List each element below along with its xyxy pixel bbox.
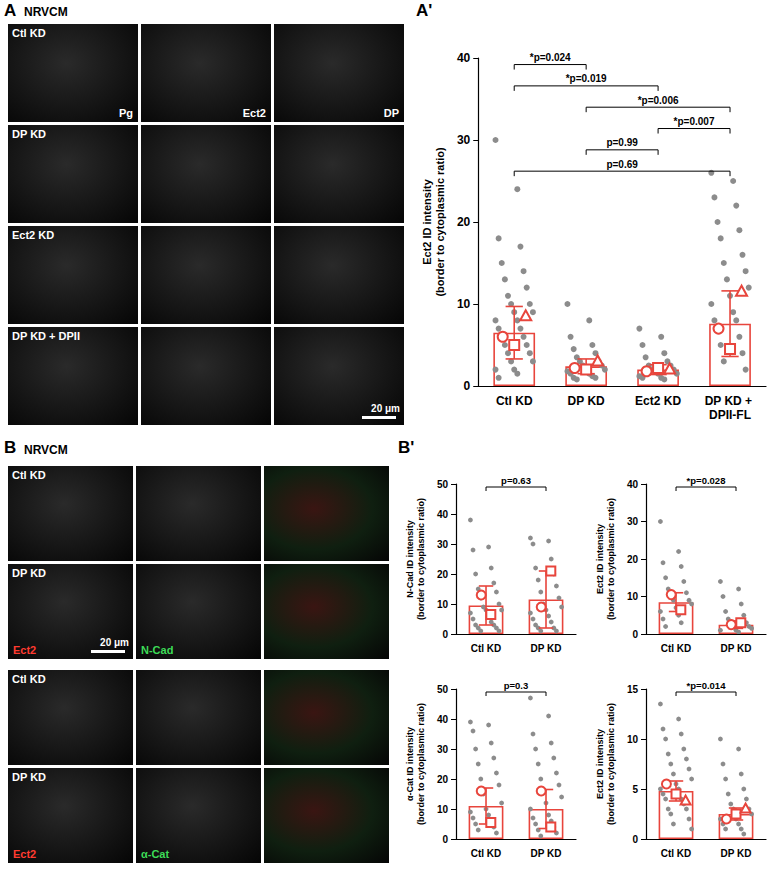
svg-text:*p=0.014: *p=0.014 bbox=[687, 680, 727, 691]
svg-text:5: 5 bbox=[632, 784, 638, 795]
svg-text:p=0.3: p=0.3 bbox=[504, 680, 529, 691]
svg-text:DP KD: DP KD bbox=[531, 643, 562, 654]
svg-text:*p=0.019: *p=0.019 bbox=[566, 73, 607, 84]
svg-text:Ect2 ID intensity: Ect2 ID intensity bbox=[421, 178, 433, 264]
svg-text:10: 10 bbox=[457, 297, 471, 311]
svg-text:(border to cytoplasmic ratio): (border to cytoplasmic ratio) bbox=[416, 498, 426, 620]
html-text:NRVCM: NRVCM bbox=[24, 443, 68, 457]
svg-text:*p=0.006: *p=0.006 bbox=[638, 95, 679, 106]
svg-text:30: 30 bbox=[437, 539, 449, 550]
svg-text:0: 0 bbox=[442, 834, 448, 845]
svg-text:Ctl KD: Ctl KD bbox=[496, 394, 533, 408]
html-text:Ect2 KD: Ect2 KD bbox=[12, 229, 55, 241]
html-text:N-Cad: N-Cad bbox=[141, 644, 174, 656]
svg-text:p=0.69: p=0.69 bbox=[606, 159, 638, 170]
svg-text:Ctl KD: Ctl KD bbox=[471, 643, 502, 654]
svg-text:(border to cytoplasmic ratio): (border to cytoplasmic ratio) bbox=[416, 703, 426, 825]
html-text:B: B bbox=[4, 438, 17, 457]
html-text:DP: DP bbox=[383, 107, 399, 119]
svg-text:15: 15 bbox=[627, 684, 639, 695]
svg-text:Ect2 ID intensity: Ect2 ID intensity bbox=[595, 524, 605, 594]
html-text:Ctl KD: Ctl KD bbox=[12, 469, 46, 481]
html-text:DP KD: DP KD bbox=[12, 128, 46, 140]
svg-text:N-Cad ID intensity: N-Cad ID intensity bbox=[405, 520, 415, 598]
svg-text:20: 20 bbox=[457, 215, 471, 229]
svg-text:*p=0.028: *p=0.028 bbox=[687, 475, 726, 486]
svg-text:40: 40 bbox=[437, 509, 449, 520]
svg-text:Ctl KD: Ctl KD bbox=[471, 848, 502, 859]
svg-text:Ect2 KD: Ect2 KD bbox=[635, 394, 681, 408]
html-text:DP KD: DP KD bbox=[12, 567, 46, 579]
html-text:Ctl KD: Ctl KD bbox=[12, 27, 46, 39]
svg-text:*p=0.007: *p=0.007 bbox=[674, 116, 715, 127]
svg-text:DP KD: DP KD bbox=[568, 394, 605, 408]
svg-text:40: 40 bbox=[457, 51, 471, 65]
svg-text:DP KD: DP KD bbox=[721, 848, 752, 859]
html-text:NRVCM: NRVCM bbox=[24, 5, 68, 19]
svg-text:Ect2 ID intensity: Ect2 ID intensity bbox=[595, 729, 605, 799]
html-text:B': B' bbox=[398, 438, 415, 457]
html-text:Pg: Pg bbox=[118, 107, 133, 119]
svg-text:30: 30 bbox=[437, 744, 449, 755]
svg-text:DPII-FL: DPII-FL bbox=[709, 408, 751, 422]
svg-text:40: 40 bbox=[627, 479, 639, 490]
svg-text:Ctl KD: Ctl KD bbox=[661, 643, 692, 654]
html-text:α-Cat: α-Cat bbox=[141, 848, 170, 860]
svg-text:p=0.63: p=0.63 bbox=[501, 475, 531, 486]
svg-text:DP KD +: DP KD + bbox=[705, 394, 756, 408]
svg-text:Ctl KD: Ctl KD bbox=[661, 848, 692, 859]
html-text:Ctl KD: Ctl KD bbox=[12, 673, 46, 685]
html-text:DP KD: DP KD bbox=[12, 771, 46, 783]
svg-text:(border to cytoplasmic ratio): (border to cytoplasmic ratio) bbox=[434, 147, 446, 296]
svg-text:(border to cytoplasmic ratio): (border to cytoplasmic ratio) bbox=[606, 703, 616, 825]
svg-text:DP KD: DP KD bbox=[721, 643, 752, 654]
svg-text:10: 10 bbox=[627, 734, 639, 745]
svg-text:50: 50 bbox=[437, 684, 449, 695]
svg-text:0: 0 bbox=[464, 379, 471, 393]
svg-text:50: 50 bbox=[437, 479, 449, 490]
svg-text:(border to cytoplasmic ratio): (border to cytoplasmic ratio) bbox=[606, 498, 616, 620]
svg-text:α-Cat ID intensity: α-Cat ID intensity bbox=[405, 727, 415, 801]
svg-text:10: 10 bbox=[437, 804, 449, 815]
svg-text:*p=0.024: *p=0.024 bbox=[530, 52, 571, 63]
svg-text:10: 10 bbox=[437, 599, 449, 610]
svg-text:10: 10 bbox=[627, 591, 639, 602]
svg-text:0: 0 bbox=[442, 629, 448, 640]
html-text:DP KD + DPII: DP KD + DPII bbox=[12, 330, 80, 342]
svg-text:40: 40 bbox=[437, 714, 449, 725]
svg-text:p=0.99: p=0.99 bbox=[606, 137, 638, 148]
html-text:A: A bbox=[4, 1, 17, 20]
html-text:Ect2: Ect2 bbox=[13, 848, 37, 860]
svg-text:30: 30 bbox=[627, 516, 639, 527]
svg-text:20: 20 bbox=[437, 774, 449, 785]
html-text:A': A' bbox=[416, 1, 433, 20]
svg-text:0: 0 bbox=[632, 629, 638, 640]
svg-text:20: 20 bbox=[627, 554, 639, 565]
svg-text:0: 0 bbox=[632, 834, 638, 845]
svg-text:30: 30 bbox=[457, 133, 471, 147]
html-text:Ect2: Ect2 bbox=[13, 644, 37, 656]
html-text:20 μm: 20 μm bbox=[100, 637, 129, 648]
svg-text:DP KD: DP KD bbox=[531, 848, 562, 859]
html-text:20 μm: 20 μm bbox=[371, 403, 400, 414]
html-text:Ect2: Ect2 bbox=[242, 107, 266, 119]
svg-text:20: 20 bbox=[437, 569, 449, 580]
